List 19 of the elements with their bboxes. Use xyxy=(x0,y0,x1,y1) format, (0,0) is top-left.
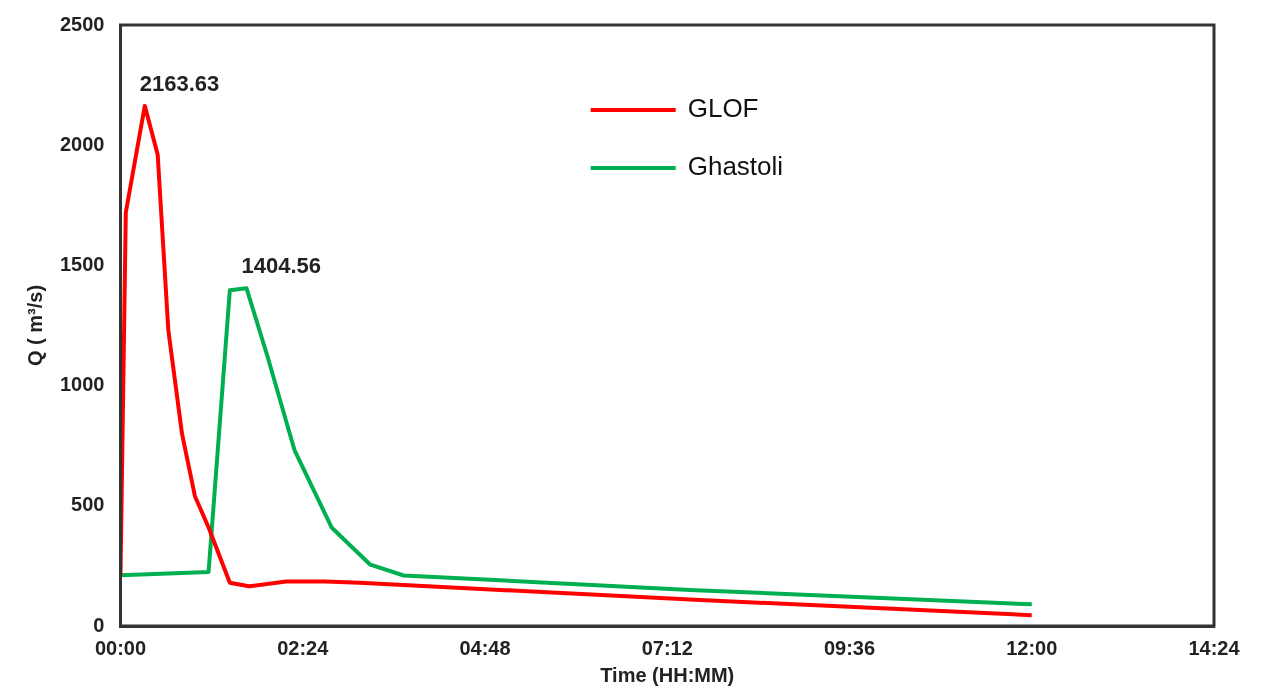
y-axis-title: Q ( m³/s) xyxy=(23,284,46,367)
x-tick-label: 00:00 xyxy=(94,636,147,659)
y-tick-label: 2000 xyxy=(59,132,105,155)
x-tick-label: 04:48 xyxy=(459,636,511,659)
x-tick-label: 09:36 xyxy=(823,636,876,659)
y-tick-label: 0 xyxy=(93,613,105,636)
legend-label: Ghastoli xyxy=(687,151,784,182)
annotation: 1404.56 xyxy=(241,253,322,279)
x-tick-label: 07:12 xyxy=(641,636,693,659)
y-tick-label: 1000 xyxy=(59,373,105,396)
x-axis-title: Time (HH:MM) xyxy=(600,663,735,686)
y-tick-label: 1500 xyxy=(59,252,105,275)
x-tick-label: 14:24 xyxy=(1188,636,1241,659)
legend-label: GLOF xyxy=(687,93,759,124)
x-tick-label: 12:00 xyxy=(1006,636,1058,659)
y-tick-label: 500 xyxy=(71,493,105,516)
y-tick-label: 2500 xyxy=(59,12,105,35)
x-tick-label: 02:24 xyxy=(277,636,330,659)
annotation: 2163.63 xyxy=(139,70,220,96)
